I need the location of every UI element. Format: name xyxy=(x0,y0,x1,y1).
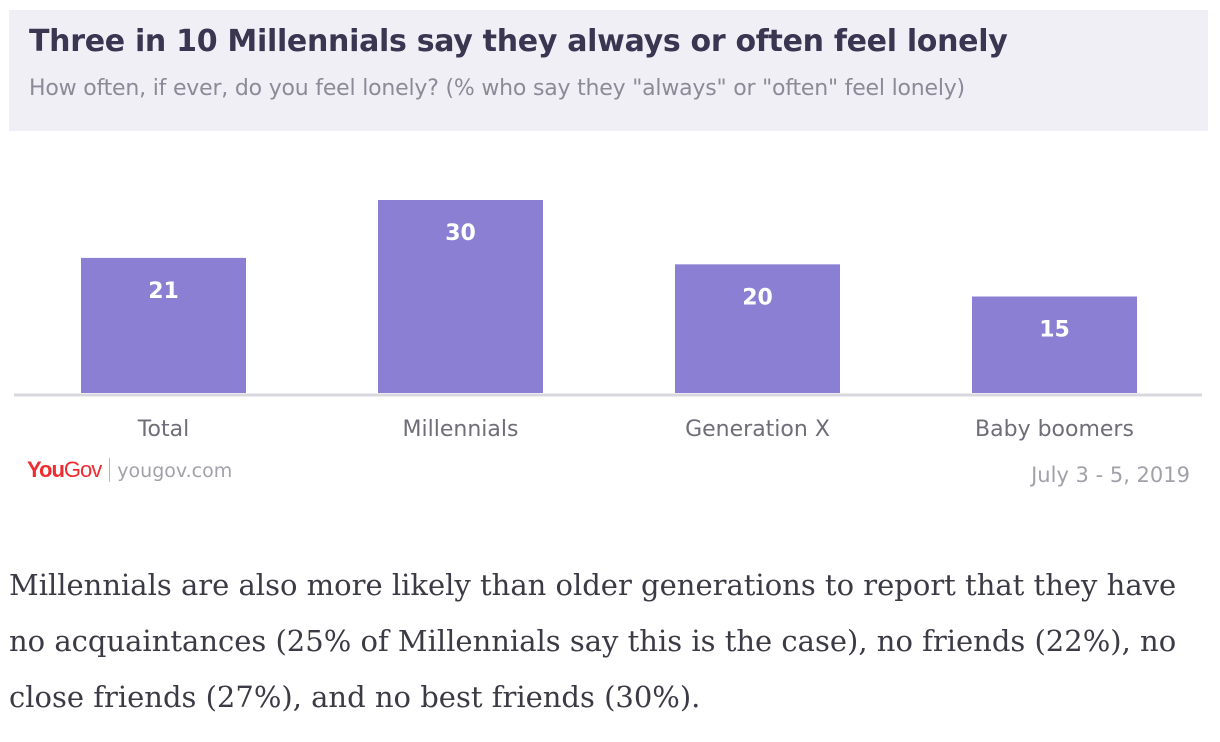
source-site: yougov.com xyxy=(117,460,233,482)
article-paragraph: Millennials are also more likely than ol… xyxy=(9,568,1177,714)
bar-baby-boomers xyxy=(972,296,1137,393)
yougov-logo: YouGov xyxy=(27,457,102,482)
category-label: Generation X xyxy=(685,417,830,442)
bar-total xyxy=(81,257,246,393)
bar-generation-x xyxy=(675,264,840,393)
chart-header: Three in 10 Millennials say they always … xyxy=(9,10,1208,131)
data-label: 21 xyxy=(148,279,179,304)
category-label: Millennials xyxy=(403,417,519,442)
source-attribution: YouGov yougov.com xyxy=(27,457,232,483)
category-label: Total xyxy=(137,417,189,442)
bar-chart: 21 Total 30 Millennials 20 Generation X 15 Baby… xyxy=(14,200,1202,442)
data-label: 30 xyxy=(445,221,476,246)
bar-millennials xyxy=(378,200,543,393)
data-label: 15 xyxy=(1039,318,1070,343)
divider xyxy=(109,458,111,482)
chart-subtitle: How often, if ever, do you feel lonely? … xyxy=(29,76,965,101)
data-label: 20 xyxy=(742,285,773,310)
category-label: Baby boomers xyxy=(975,417,1134,442)
survey-date: July 3 - 5, 2019 xyxy=(1031,463,1190,487)
chart-title: Three in 10 Millennials say they always … xyxy=(29,24,1008,59)
